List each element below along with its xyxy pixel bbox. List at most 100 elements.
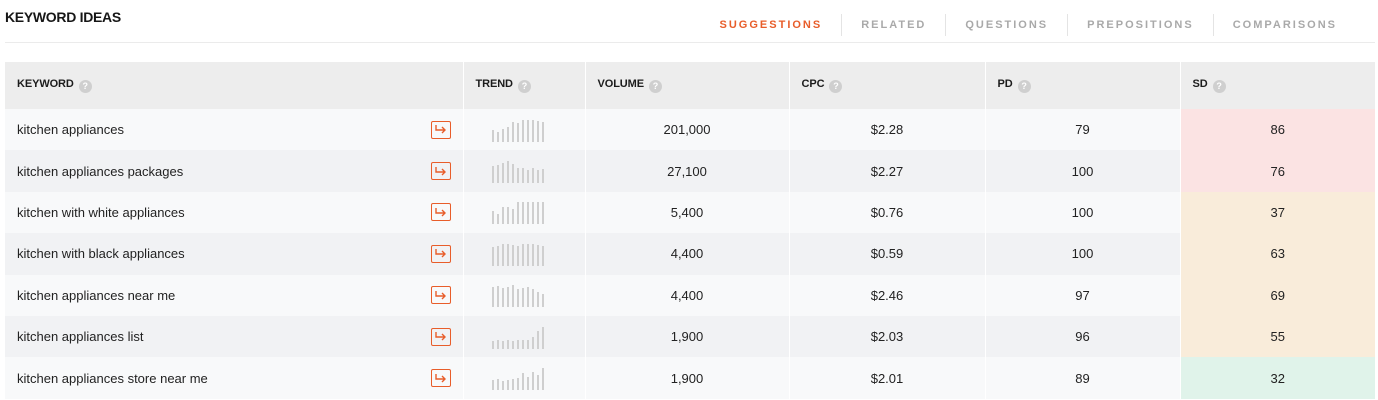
sd-cell: 76	[1179, 150, 1375, 192]
tab-divider	[945, 14, 947, 36]
trend-bar	[511, 340, 514, 349]
keyword-text[interactable]: kitchen appliances	[17, 122, 124, 138]
table-row[interactable]: kitchen appliances store near me 1,900 $2.…	[5, 357, 1375, 399]
trend-sparkline	[491, 242, 585, 266]
keyword-text[interactable]: kitchen appliances near me	[17, 287, 176, 303]
trend-bar	[496, 165, 499, 184]
trend-bar	[521, 202, 524, 225]
trend-bar	[511, 379, 514, 391]
help-icon[interactable]: ?	[78, 80, 92, 93]
keyword-text[interactable]: kitchen appliances list	[17, 329, 144, 345]
open-arrow-icon[interactable]	[430, 203, 451, 222]
sd-cell: 86	[1179, 109, 1375, 151]
help-icon[interactable]: ?	[829, 80, 843, 93]
table-row[interactable]: kitchen appliances list 1,900 $2.03 96 55	[5, 315, 1375, 358]
volume-cell: 5,400	[584, 191, 789, 234]
trend-cell	[462, 274, 585, 316]
pd-cell: 97	[984, 274, 1180, 316]
trend-bar	[541, 169, 544, 184]
pd-cell: 100	[984, 233, 1180, 275]
tab-divider	[1212, 14, 1214, 36]
keyword-cell: kitchen with white appliances	[5, 191, 463, 234]
trend-bar	[526, 287, 529, 308]
help-icon[interactable]: ?	[517, 80, 531, 93]
cpc-cell: $0.76	[788, 191, 985, 234]
trend-bar	[526, 243, 529, 266]
trend-bar	[536, 330, 539, 349]
table-row[interactable]: kitchen with white appliances 5,400 $0.76 1…	[5, 191, 1375, 234]
trend-bar	[496, 379, 499, 391]
trend-bar	[501, 163, 504, 184]
table-row[interactable]: kitchen appliances near me 4,400 $2.46 97 69	[5, 274, 1375, 316]
keyword-text[interactable]: kitchen appliances packages	[17, 163, 184, 179]
column-header-trend[interactable]: TREND?	[462, 62, 585, 109]
header: KEYWORD IDEAS SUGGESTIONS RELATED QUESTI…	[0, 0, 1378, 44]
trend-bar	[521, 288, 524, 308]
trend-bar	[541, 202, 544, 225]
cpc-cell: $0.59	[788, 233, 985, 275]
help-icon[interactable]: ?	[1212, 80, 1226, 93]
trend-bar	[536, 292, 539, 308]
trend-bar	[531, 243, 534, 266]
keyword-text[interactable]: kitchen with white appliances	[17, 204, 185, 220]
column-header-volume[interactable]: VOLUME?	[584, 62, 789, 109]
column-header-cpc[interactable]: CPC?	[788, 62, 985, 109]
trend-bar	[491, 287, 494, 308]
trend-bar	[516, 122, 519, 142]
sd-cell: 69	[1179, 274, 1375, 316]
open-arrow-icon[interactable]	[430, 244, 451, 263]
trend-cell	[462, 315, 585, 358]
trend-bar	[511, 121, 514, 142]
volume-cell: 201,000	[584, 109, 789, 151]
keyword-text[interactable]: kitchen appliances store near me	[17, 370, 208, 386]
trend-bar	[521, 373, 524, 391]
trend-cell	[462, 233, 585, 275]
trend-bar	[531, 168, 534, 184]
trend-bar	[526, 377, 529, 391]
column-header-sd[interactable]: SD?	[1179, 62, 1375, 109]
table-row[interactable]: kitchen with black appliances 4,400 $0.59 1…	[5, 233, 1375, 275]
trend-bar	[506, 339, 509, 349]
trend-bar	[521, 119, 524, 142]
trend-bar	[531, 202, 534, 225]
trend-bar	[511, 285, 514, 308]
open-arrow-icon[interactable]	[430, 286, 451, 305]
open-arrow-icon[interactable]	[430, 162, 451, 181]
trend-bar	[531, 336, 534, 349]
trend-bar	[506, 126, 509, 142]
trend-sparkline	[491, 366, 585, 391]
open-arrow-icon[interactable]	[430, 120, 451, 139]
open-arrow-icon[interactable]	[430, 327, 451, 346]
column-header-label: TREND	[475, 78, 513, 90]
trend-bar	[541, 326, 544, 349]
open-arrow-icon[interactable]	[430, 369, 451, 388]
tab-prepositions[interactable]: PREPOSITIONS	[1087, 19, 1194, 31]
trend-bar	[516, 168, 519, 184]
help-icon[interactable]: ?	[1017, 80, 1031, 93]
trend-bar	[506, 243, 509, 266]
trend-bar	[501, 340, 504, 349]
trend-bar	[496, 286, 499, 308]
trend-bar	[491, 246, 494, 266]
keyword-table: KEYWORD? TREND? VOLUME? CPC? PD? SD? kit…	[5, 62, 1375, 399]
tab-suggestions[interactable]: SUGGESTIONS	[719, 19, 823, 31]
trend-bar	[516, 245, 519, 266]
table-row[interactable]: kitchen appliances packages 27,100 $2.27 10…	[5, 150, 1375, 192]
pd-cell: 100	[984, 191, 1180, 234]
column-header-keyword[interactable]: KEYWORD?	[5, 62, 463, 109]
trend-bar	[511, 244, 514, 266]
trend-bar	[501, 243, 504, 266]
sd-cell: 32	[1179, 357, 1375, 399]
tab-comparisons[interactable]: COMPARISONS	[1232, 19, 1337, 31]
table-row[interactable]: kitchen appliances 201,000 $2.28 79 86	[5, 109, 1375, 151]
help-icon[interactable]: ?	[648, 80, 662, 93]
sd-cell: 37	[1179, 191, 1375, 234]
column-header-pd[interactable]: PD?	[984, 62, 1180, 109]
tab-questions[interactable]: QUESTIONS	[965, 19, 1049, 31]
keyword-cell: kitchen appliances near me	[5, 274, 463, 316]
keyword-text[interactable]: kitchen with black appliances	[17, 246, 185, 262]
trend-bar	[506, 287, 509, 308]
pd-cell: 100	[984, 150, 1180, 192]
volume-cell: 1,900	[584, 357, 789, 399]
tab-related[interactable]: RELATED	[861, 19, 927, 31]
